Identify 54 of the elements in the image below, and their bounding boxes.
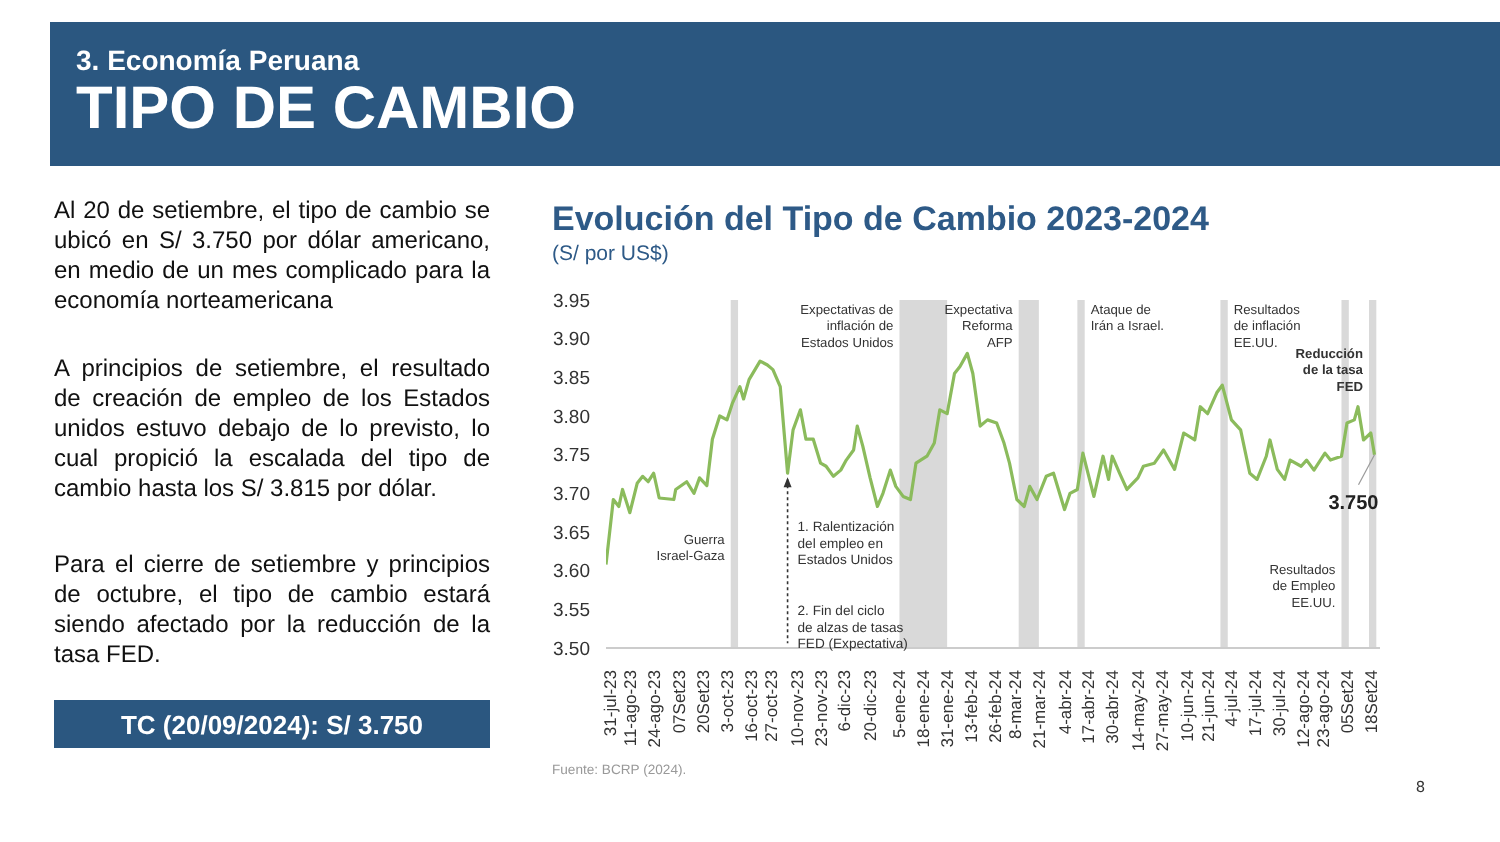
chart-subtitle: (S/ por US$) <box>552 242 669 266</box>
x-tick-label: 24-ago-23 <box>643 669 664 748</box>
x-tick-label: 10-jun-24 <box>1177 669 1198 742</box>
line-series <box>606 351 1377 567</box>
x-tick-label: 6-dic-23 <box>834 669 855 732</box>
y-tick-label: 3.90 <box>553 329 590 352</box>
x-tick-label: 27-oct-23 <box>761 669 782 742</box>
x-tick-label: 27-may-24 <box>1151 669 1172 752</box>
x-tick-label: 20Set23 <box>693 669 714 734</box>
annotation: 3.750 <box>1328 492 1380 515</box>
x-tick-label: 18-ene-24 <box>913 669 934 748</box>
y-tick-label: 3.85 <box>553 368 590 391</box>
x-tick-label: 16-oct-23 <box>740 669 761 742</box>
text: TIPO DE CAMBIO <box>76 76 577 144</box>
x-tick-label: 10-nov-23 <box>786 669 807 747</box>
text: TC (20/09/2024): S/ 3.750 <box>54 700 490 748</box>
y-tick-label: 3.55 <box>553 600 590 623</box>
x-tick-label: 4-abr-24 <box>1054 669 1075 735</box>
text: A principios de setiembre, el resultado de creación de empleo de los Estados unidos estuvo debajo de lo previsto, lo cual propició la escalada del tipo de cambio hasta los S/ 3.815 por dólar. <box>54 354 490 504</box>
y-tick-label: 3.75 <box>553 445 590 468</box>
y-tick-label: 3.80 <box>553 406 590 429</box>
x-tick-label: 5-ene-24 <box>889 669 910 739</box>
y-tick-label: 3.95 <box>553 290 590 313</box>
y-tick-label: 3.65 <box>553 522 590 545</box>
x-tick-label: 30-abr-24 <box>1102 669 1123 744</box>
text: Para el cierre de setiembre y principios de octubre, el tipo de cambio estará siendo afectado por la reducción de la tasa FED. <box>54 550 490 670</box>
x-tick-label: 4-jul-24 <box>1221 669 1242 727</box>
y-tick-label: 3.60 <box>553 561 590 584</box>
x-tick-label: 12-ago-24 <box>1292 669 1313 748</box>
x-tick-label: 18Set24 <box>1360 669 1381 734</box>
x-tick-label: 26-feb-24 <box>984 669 1005 743</box>
x-tick-label: 23-ago-24 <box>1313 669 1334 748</box>
y-tick-label: 3.70 <box>553 484 590 507</box>
chart-title: Evolución del Tipo de Cambio 2023-2024 <box>552 200 1209 240</box>
x-tick-label: 05Set24 <box>1336 669 1357 734</box>
x-tick-label: 30-jul-24 <box>1269 669 1290 737</box>
x-tick-label: 23-nov-23 <box>810 669 831 747</box>
x-tick-label: 13-feb-24 <box>960 669 981 743</box>
x-tick-label: 31-ene-24 <box>937 669 958 748</box>
x-tick-label: 11-ago-23 <box>619 669 640 747</box>
text: Al 20 de setiembre, el tipo de cambio se ubicó en S/ 3.750 por dólar americano, en medio de un mes complicado para la economía norteamericana <box>54 196 490 316</box>
x-tick-label: 21-mar-24 <box>1028 669 1049 749</box>
text: 3. Economía Peruana <box>76 44 360 76</box>
y-tick-label: 3.50 <box>553 638 590 661</box>
x-tick-label: 14-may-24 <box>1127 669 1148 752</box>
text: 8 <box>1416 778 1425 796</box>
x-tick-label: 3-oct-23 <box>717 669 738 733</box>
x-tick-label: 07Set23 <box>669 669 690 734</box>
x-tick-label: 17-jul-24 <box>1245 669 1266 737</box>
x-tick-label: 31-jul-23 <box>599 669 620 737</box>
x-tick-label: 8-mar-24 <box>1005 669 1026 739</box>
x-tick-label: 17-abr-24 <box>1078 669 1099 744</box>
x-tick-label: 20-dic-23 <box>860 669 881 741</box>
x-tick-label: 21-jun-24 <box>1197 669 1218 742</box>
